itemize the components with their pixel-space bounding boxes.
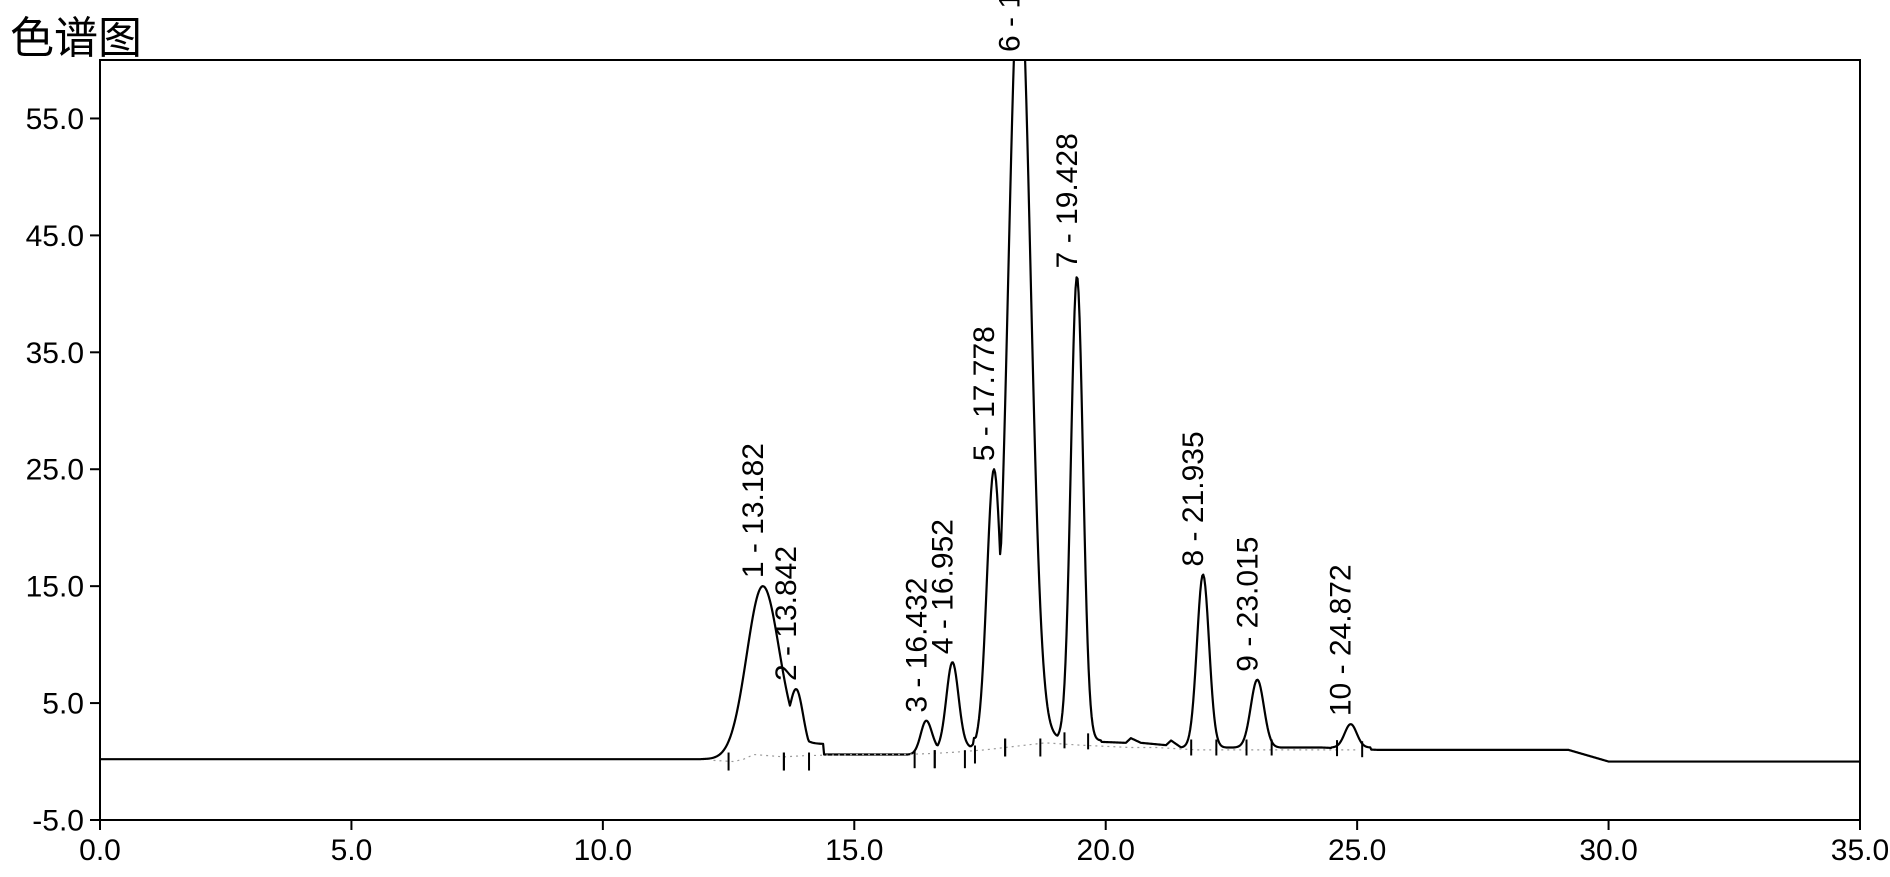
peak-label-4: 4 - 16.952: [926, 519, 959, 654]
svg-text:10.0: 10.0: [574, 834, 632, 867]
peak-label-5: 5 - 17.778: [968, 326, 1001, 461]
peak-label-1: 1 - 13.182: [737, 443, 770, 578]
svg-text:35.0: 35.0: [1831, 834, 1889, 867]
svg-text:15.0: 15.0: [26, 571, 84, 604]
svg-text:25.0: 25.0: [26, 454, 84, 487]
svg-text:15.0: 15.0: [825, 834, 883, 867]
svg-text:0.0: 0.0: [79, 834, 121, 867]
peak-label-10: 10 - 24.872: [1325, 564, 1358, 716]
chromatogram-chart: -5.0 5.0 15.0 25.0 35.0 45.0 55.0 0.0 5.0 10.0 15.…: [0, 0, 1890, 877]
peak-label-6: 6 - 18.285: [993, 0, 1026, 52]
svg-text:35.0: 35.0: [26, 337, 84, 370]
svg-text:5.0: 5.0: [42, 688, 84, 721]
peak-label-8: 8 - 21.935: [1177, 431, 1210, 566]
svg-text:45.0: 45.0: [26, 220, 84, 253]
peak-label-2: 2 - 13.842: [770, 546, 803, 681]
svg-text:20.0: 20.0: [1077, 834, 1135, 867]
svg-text:30.0: 30.0: [1579, 834, 1637, 867]
svg-text:5.0: 5.0: [331, 834, 373, 867]
svg-text:-5.0: -5.0: [32, 805, 84, 838]
svg-text:55.0: 55.0: [26, 103, 84, 136]
peak-label-7: 7 - 19.428: [1051, 133, 1084, 268]
peak-label-9: 9 - 23.015: [1231, 537, 1264, 672]
svg-text:25.0: 25.0: [1328, 834, 1386, 867]
